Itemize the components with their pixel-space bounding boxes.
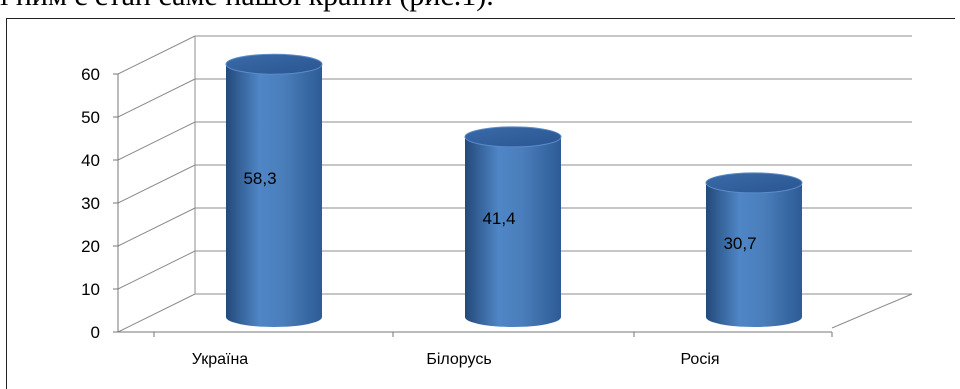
gridline-diagonal bbox=[117, 250, 196, 290]
y-tick-label: 60 bbox=[81, 65, 100, 84]
gridline-diagonal bbox=[117, 207, 196, 247]
y-tick-label: 0 bbox=[91, 323, 100, 342]
bar-body bbox=[465, 136, 561, 327]
data-label: 30,7 bbox=[723, 234, 756, 253]
gridline-diagonal bbox=[117, 293, 196, 333]
y-tick-label: 30 bbox=[81, 194, 100, 213]
document-text-fragment: і ним є стан саме нашої країни (рис.1). bbox=[0, 0, 960, 14]
floor-right-edge bbox=[831, 293, 913, 329]
bars bbox=[225, 53, 803, 328]
bar-Україна bbox=[225, 53, 323, 328]
bar-Росія bbox=[705, 172, 803, 327]
gridline-diagonal bbox=[117, 121, 196, 161]
y-tick-label: 10 bbox=[81, 280, 100, 299]
gridline-diagonal bbox=[117, 164, 196, 204]
bar-Білорусь bbox=[464, 126, 562, 327]
axes: 0 10 20 30 40 50 60 bbox=[81, 65, 833, 342]
labels: 58,3 Україна 41,4 Білорусь 30,7 Росія bbox=[192, 169, 757, 368]
gridline-diagonal bbox=[117, 35, 196, 75]
y-tick-label: 20 bbox=[81, 237, 100, 256]
bar-cap bbox=[464, 126, 562, 148]
chart-frame bbox=[6, 18, 955, 389]
x-tick-label: Білорусь bbox=[426, 351, 491, 368]
data-label: 41,4 bbox=[482, 209, 515, 228]
y-tick-label: 40 bbox=[81, 151, 100, 170]
data-label: 58,3 bbox=[243, 169, 276, 188]
x-tick-label: Росія bbox=[680, 351, 719, 368]
bar-body bbox=[226, 64, 322, 328]
y-tick-label: 50 bbox=[81, 108, 100, 127]
bar-body bbox=[706, 182, 802, 327]
gridline-diagonal bbox=[117, 78, 196, 118]
bar-cap bbox=[705, 172, 803, 194]
bar-cap bbox=[225, 53, 323, 75]
x-tick-label: Україна bbox=[192, 351, 249, 368]
